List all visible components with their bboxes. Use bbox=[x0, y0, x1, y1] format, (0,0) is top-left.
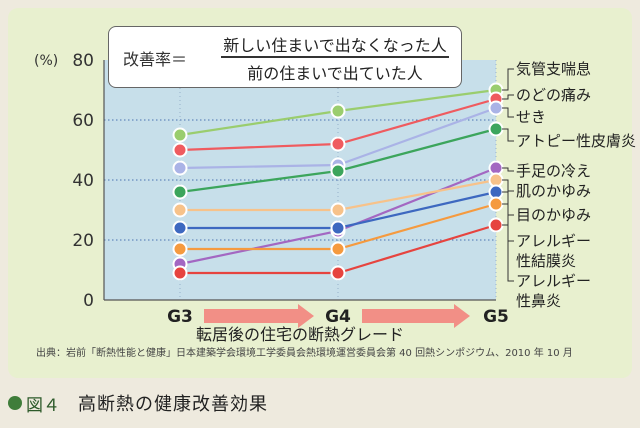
series-2-point bbox=[172, 160, 188, 176]
legend-connector bbox=[502, 179, 514, 192]
formula-denominator: 前の住まいで出ていた人 bbox=[247, 64, 423, 83]
series-8-point bbox=[488, 217, 504, 233]
grade-arrow-2 bbox=[362, 304, 470, 328]
legend-connector bbox=[502, 68, 514, 91]
series-7-point bbox=[172, 241, 188, 257]
series-1-point bbox=[330, 136, 346, 152]
legend-label-3: アトピー性皮膚炎 bbox=[516, 132, 636, 150]
series-3-point bbox=[172, 184, 188, 200]
legend-connector bbox=[502, 94, 514, 100]
series-7-point bbox=[488, 196, 504, 212]
legend-connector bbox=[502, 128, 514, 142]
y-tick-label: 60 bbox=[72, 111, 94, 131]
y-tick-label: 40 bbox=[72, 171, 94, 191]
series-1-point bbox=[172, 142, 188, 158]
legend-label-1: のどの痛み bbox=[516, 86, 591, 104]
figure-caption: 図４ 高断熱の健康改善効果 bbox=[8, 386, 268, 420]
series-0-point bbox=[330, 103, 346, 119]
legend-label-6: 目のかゆみ bbox=[516, 206, 591, 224]
improvement-rate-formula: 改善率＝ 新しい住まいで出なくなった人 前の住まいで出ていた人 bbox=[108, 26, 462, 88]
formula-fraction-line bbox=[221, 56, 449, 58]
series-8-point bbox=[330, 265, 346, 281]
series-3-point bbox=[330, 163, 346, 179]
series-2-point bbox=[488, 100, 504, 116]
legend-connector bbox=[502, 107, 514, 118]
y-tick-label: 0 bbox=[83, 291, 94, 311]
series-0-point bbox=[172, 127, 188, 143]
series-5-point bbox=[330, 202, 346, 218]
formula-lhs: 改善率＝ bbox=[123, 50, 188, 69]
caption-bullet-icon bbox=[8, 396, 22, 410]
figure-number: 図４ bbox=[26, 395, 60, 416]
legend-label-5: 肌のかゆみ bbox=[516, 182, 591, 200]
series-6-point bbox=[330, 220, 346, 236]
figure-title: 高断熱の健康改善効果 bbox=[78, 394, 268, 415]
legend-label-8: アレルギー bbox=[516, 272, 591, 290]
series-6-point bbox=[172, 220, 188, 236]
x-axis-label: 転居後の住宅の断熱グレード bbox=[196, 325, 404, 344]
series-8-point bbox=[172, 265, 188, 281]
x-category-label: G3 bbox=[167, 307, 193, 327]
series-5-point bbox=[172, 202, 188, 218]
legend-label-8: 性鼻炎 bbox=[516, 292, 561, 310]
legend-label-2: せき bbox=[516, 108, 546, 126]
y-tick-label: 80 bbox=[72, 51, 94, 71]
legend-connector bbox=[502, 203, 514, 242]
grade-arrow-1 bbox=[204, 304, 314, 328]
x-category-label: G5 bbox=[483, 307, 509, 327]
series-7-point bbox=[330, 241, 346, 257]
legend-label-0: 気管支喘息 bbox=[516, 60, 591, 78]
legend-connector bbox=[502, 167, 514, 172]
y-tick-label: 20 bbox=[72, 231, 94, 251]
series-3-point bbox=[488, 121, 504, 137]
legend-label-4: 手足の冷え bbox=[516, 162, 591, 180]
formula-numerator: 新しい住まいで出なくなった人 bbox=[223, 36, 447, 55]
legend-label-7: 性結膜炎 bbox=[516, 252, 576, 270]
x-category-label: G4 bbox=[325, 307, 351, 327]
legend-connector bbox=[502, 224, 514, 282]
legend-label-7: アレルギー bbox=[516, 232, 591, 250]
source-note: 出典：岩前「断熱性能と健康」日本建築学会環境工学委員会熱環境運営委員会第 40 … bbox=[36, 348, 573, 359]
y-axis-label: (%) bbox=[34, 53, 58, 69]
